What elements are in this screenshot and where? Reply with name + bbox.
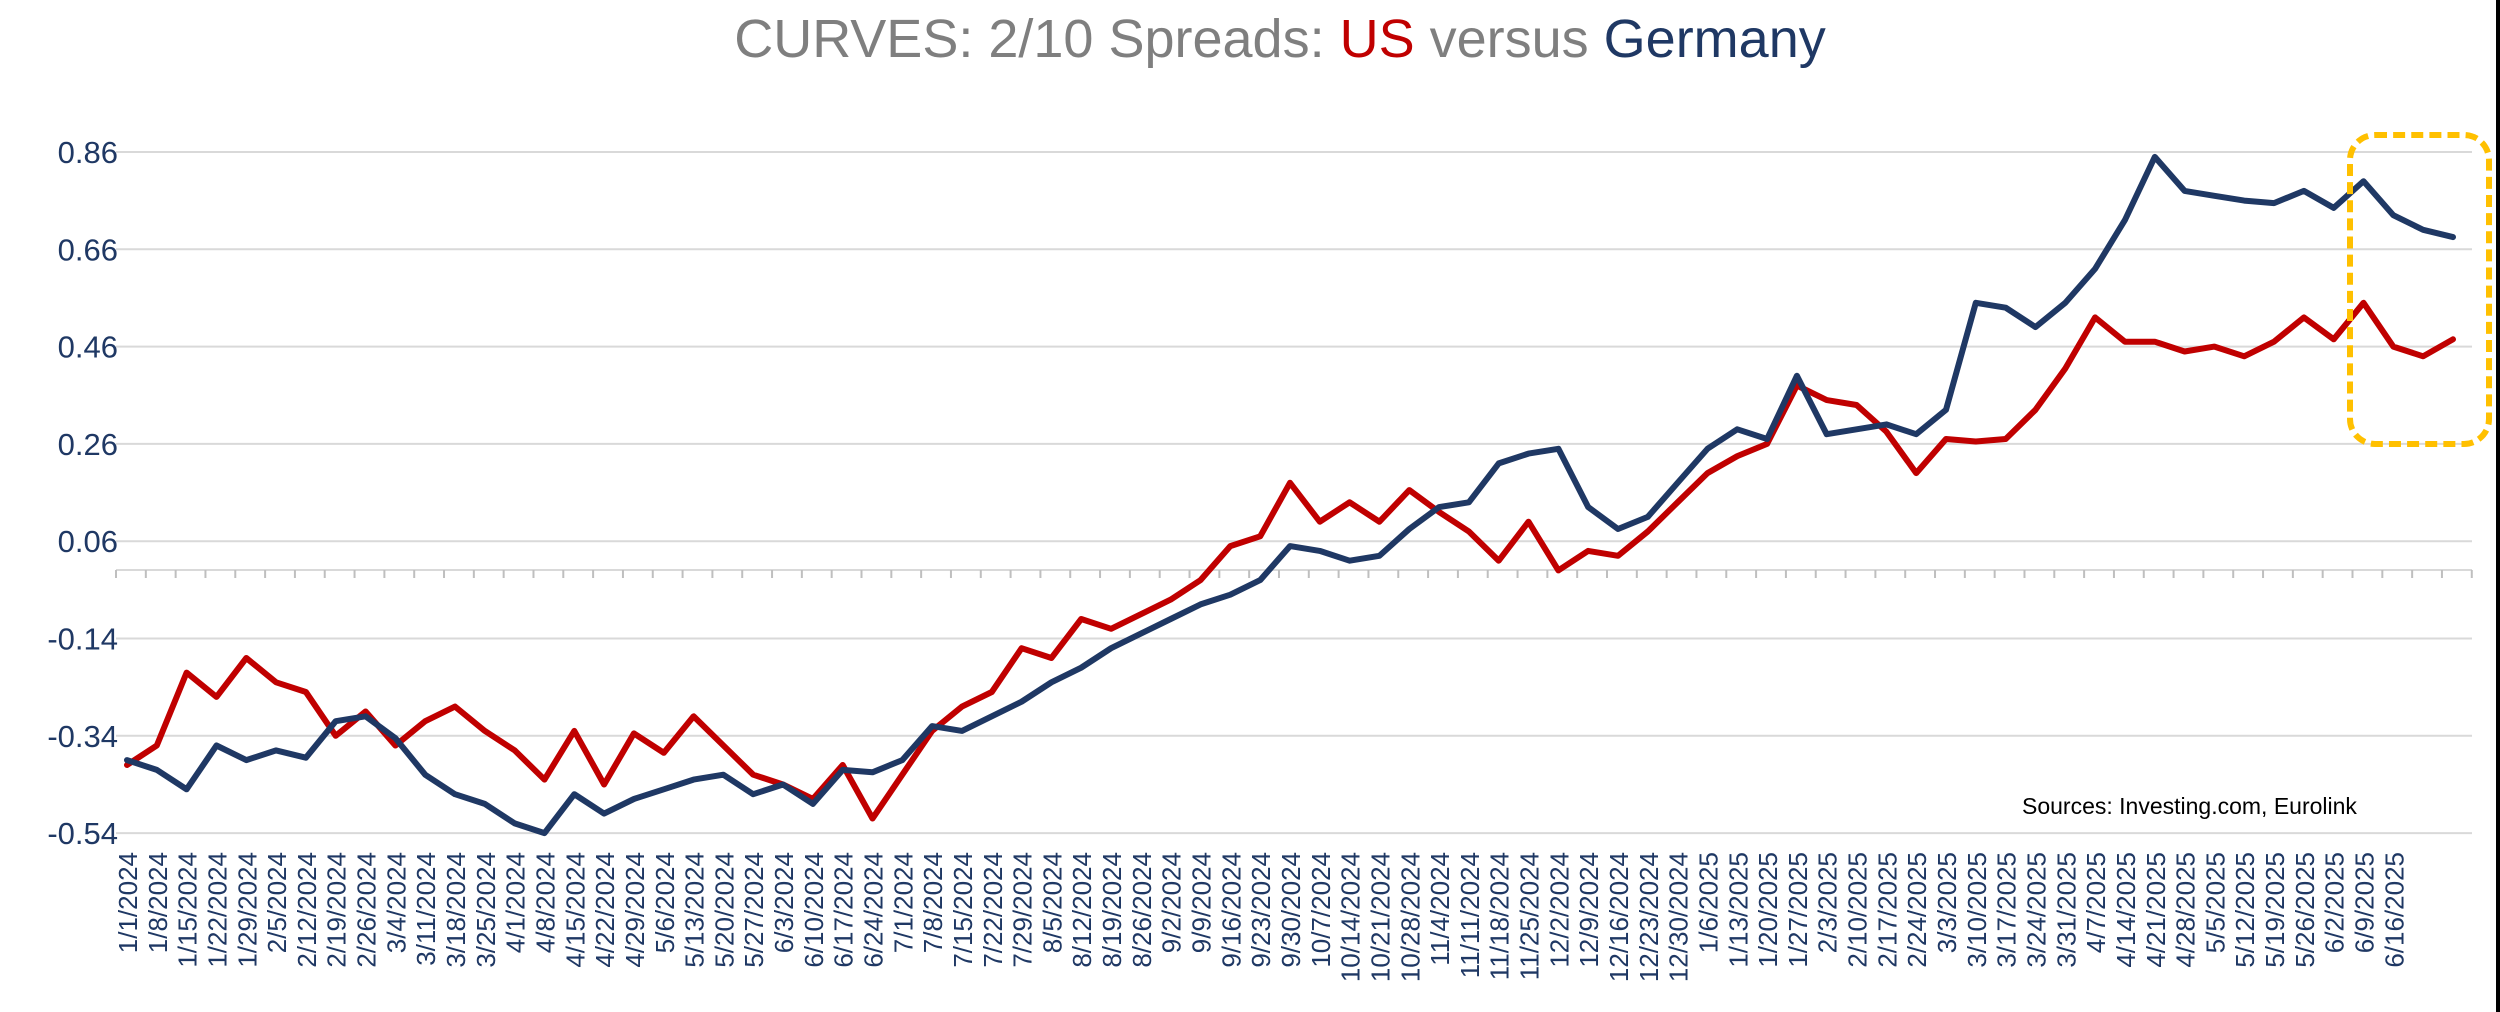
x-axis-label: 6/3/2024 — [769, 852, 799, 953]
x-axis-label: 11/18/2024 — [1485, 852, 1515, 980]
x-axis-label: 7/8/2024 — [918, 852, 948, 953]
x-axis-label: 7/29/2024 — [1008, 852, 1038, 968]
x-axis-label: 3/18/2024 — [441, 852, 471, 968]
x-axis-label: 8/5/2024 — [1037, 852, 1067, 953]
x-axis-label: 10/28/2024 — [1395, 852, 1425, 982]
x-axis-label: 5/5/2025 — [2200, 852, 2230, 953]
chart-title-germany: Germany — [1603, 9, 1826, 69]
x-axis-label: 5/19/2025 — [2260, 852, 2290, 968]
x-axis-label: 2/17/2025 — [1872, 852, 1902, 968]
x-axis-label: 3/25/2024 — [471, 852, 501, 968]
x-axis-label: 9/2/2024 — [1157, 852, 1187, 953]
y-axis-label: -0.34 — [47, 719, 118, 754]
x-axis-label: 12/2/2024 — [1544, 852, 1574, 968]
x-axis-label: 1/1/2024 — [113, 852, 143, 953]
x-axis-label: 1/29/2024 — [232, 852, 262, 968]
x-axis-label: 2/12/2024 — [292, 852, 322, 968]
x-axis-label: 4/7/2025 — [2081, 852, 2111, 953]
x-axis-label: 3/4/2024 — [381, 852, 411, 953]
right-edge-border — [2496, 0, 2500, 1012]
x-axis-label: 1/20/2025 — [1753, 852, 1783, 968]
y-axis-label: 0.66 — [58, 232, 118, 267]
x-axis-label: 8/12/2024 — [1067, 852, 1097, 968]
x-axis-label: 6/16/2025 — [2379, 852, 2409, 968]
y-axis-label: 0.26 — [58, 427, 118, 462]
x-axis-label: 1/13/2025 — [1723, 852, 1753, 968]
x-axis-label: 2/3/2025 — [1813, 852, 1843, 953]
x-axis-label: 6/10/2024 — [799, 852, 829, 968]
x-axis-label: 8/19/2024 — [1097, 852, 1127, 968]
x-axis-label: 3/17/2025 — [1992, 852, 2022, 968]
x-axis-label: 4/29/2024 — [620, 852, 650, 968]
x-axis-label: 9/9/2024 — [1187, 852, 1217, 953]
x-axis-label: 7/15/2024 — [948, 852, 978, 968]
x-axis-label: 5/27/2024 — [739, 852, 769, 968]
x-axis-label: 5/13/2024 — [680, 852, 710, 968]
x-axis-label: 10/7/2024 — [1306, 852, 1336, 968]
x-axis-label: 3/3/2025 — [1932, 852, 1962, 953]
x-axis-label: 9/30/2024 — [1276, 852, 1306, 968]
x-axis-label: 1/15/2024 — [173, 852, 203, 968]
x-axis-label: 4/15/2024 — [560, 852, 590, 968]
x-axis-label: 6/9/2025 — [2350, 852, 2380, 953]
x-axis-label: 4/22/2024 — [590, 852, 620, 968]
y-axis-label: -0.14 — [47, 622, 118, 657]
x-axis-label: 6/2/2025 — [2320, 852, 2350, 953]
x-axis-label: 1/8/2024 — [143, 852, 173, 953]
x-axis-label: 12/23/2024 — [1634, 852, 1664, 982]
chart-title-prefix: CURVES: 2/10 Spreads: — [734, 9, 1340, 69]
recent-period-highlight-box — [2347, 132, 2492, 447]
x-axis-label: 9/16/2024 — [1216, 852, 1246, 968]
y-axis-label: 0.06 — [58, 524, 118, 559]
x-axis-label: 3/31/2025 — [2051, 852, 2081, 968]
x-axis-label: 2/19/2024 — [322, 852, 352, 968]
x-axis-label: 2/5/2024 — [262, 852, 292, 953]
chart-title-us: US — [1339, 9, 1415, 69]
x-axis-label: 12/30/2024 — [1664, 852, 1694, 982]
x-axis-label: 5/26/2025 — [2290, 852, 2320, 968]
x-axis-label: 4/21/2025 — [2141, 852, 2171, 968]
chart-title-versus: versus — [1414, 9, 1604, 69]
sources-note: Sources: Investing.com, Eurolink — [2022, 793, 2357, 819]
x-axis-label: 12/9/2024 — [1574, 852, 1604, 968]
x-axis-label: 5/20/2024 — [709, 852, 739, 968]
x-axis-label: 5/12/2025 — [2230, 852, 2260, 968]
x-axis-label: 8/26/2024 — [1127, 852, 1157, 968]
x-axis-label: 11/11/2024 — [1455, 852, 1485, 978]
x-axis-label: 11/4/2024 — [1425, 852, 1455, 966]
x-axis-label: 2/26/2024 — [352, 852, 382, 968]
x-axis-label: 3/10/2025 — [1962, 852, 1992, 968]
x-axis-label: 3/11/2024 — [411, 852, 441, 966]
y-axis-label: -0.54 — [47, 816, 118, 851]
y-axis-label: 0.86 — [58, 135, 118, 170]
x-axis-label: 1/6/2025 — [1693, 852, 1723, 953]
x-axis-label: 5/6/2024 — [650, 852, 680, 953]
x-axis-label: 2/24/2025 — [1902, 852, 1932, 968]
y-axis-label: 0.46 — [58, 330, 118, 365]
x-axis-label: 10/14/2024 — [1336, 852, 1366, 982]
x-axis-label: 7/22/2024 — [978, 852, 1008, 968]
x-axis-label: 10/21/2024 — [1365, 852, 1395, 982]
x-axis-label: 4/14/2025 — [2111, 852, 2141, 968]
x-axis-label: 4/28/2025 — [2171, 852, 2201, 968]
x-axis-label: 7/1/2024 — [888, 852, 918, 953]
x-axis-label: 4/1/2024 — [501, 852, 531, 953]
x-axis-label: 6/24/2024 — [859, 852, 889, 968]
x-axis-label: 9/23/2024 — [1246, 852, 1276, 968]
x-axis-label: 11/25/2024 — [1515, 852, 1545, 980]
x-axis-label: 1/27/2025 — [1783, 852, 1813, 968]
us-spread-line — [124, 299, 2456, 822]
x-axis-label: 12/16/2024 — [1604, 852, 1634, 982]
germany-spread-line — [124, 153, 2456, 837]
x-axis-label: 1/22/2024 — [202, 852, 232, 968]
x-axis-label: 6/17/2024 — [829, 852, 859, 968]
x-axis-label: 4/8/2024 — [530, 852, 560, 953]
x-axis-label: 3/24/2025 — [2021, 852, 2051, 968]
chart-title: CURVES: 2/10 Spreads: US versus Germany — [60, 8, 2500, 70]
x-axis-label: 2/10/2025 — [1843, 852, 1873, 968]
